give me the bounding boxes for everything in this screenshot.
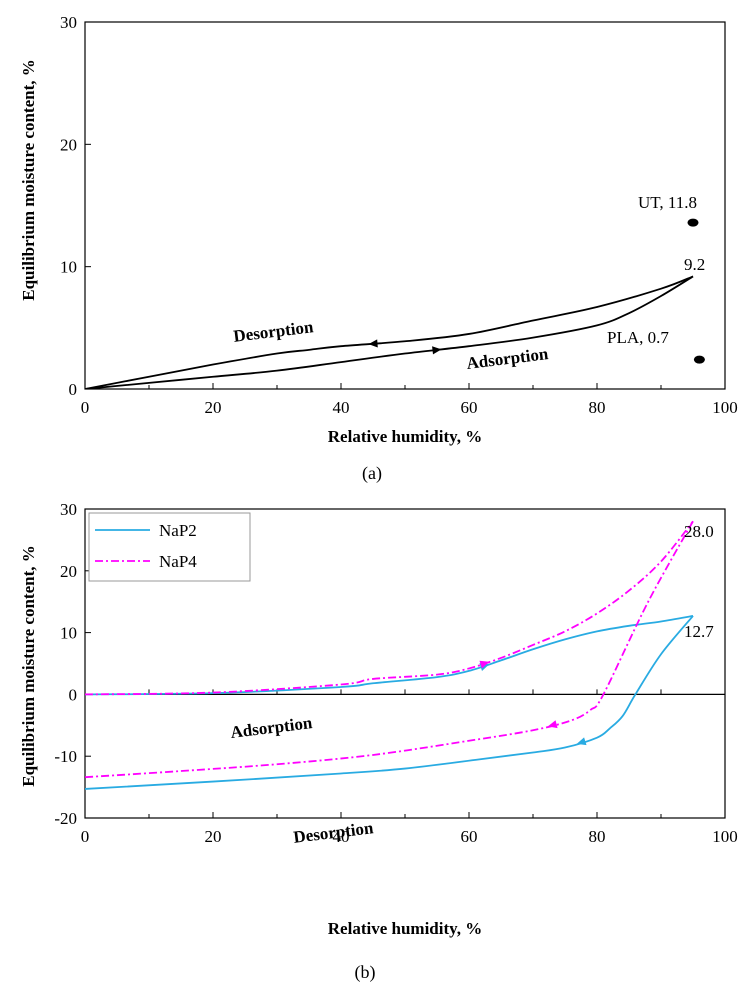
series-line-b-nap4-desorption bbox=[85, 520, 694, 779]
x-axis-label-b: Relative humidity, % bbox=[328, 919, 482, 938]
y-tick-label-b-20: 20 bbox=[60, 562, 77, 581]
caption-a: (a) bbox=[362, 463, 382, 484]
legend-box bbox=[88, 512, 251, 582]
x-tick-label-b-20: 20 bbox=[205, 827, 222, 846]
adsorption-label-b: Adsorption bbox=[229, 713, 313, 742]
y-tick-label-b--20: -20 bbox=[54, 809, 77, 828]
y-axis-ticks-b: -20 -10 0 10 20 30 bbox=[54, 500, 91, 828]
x-axis-label-a: Relative humidity, % bbox=[328, 427, 482, 446]
direction-arrow-b-nap4-adsorption bbox=[479, 660, 490, 669]
x-tick-label-a-20: 20 bbox=[205, 398, 222, 417]
y-tick-label-b-0: 0 bbox=[69, 685, 78, 704]
x-axis-ticks-a: 0 20 40 60 80 100 bbox=[81, 383, 738, 417]
series-line-a-desorption bbox=[85, 275, 694, 389]
series-line-a-adsorption bbox=[85, 275, 694, 389]
y-tick-label-a-10: 10 bbox=[60, 258, 77, 277]
series-line-b-nap2-desorption bbox=[85, 615, 694, 790]
y-tick-label-a-0: 0 bbox=[69, 380, 78, 399]
y-tick-label-b-10: 10 bbox=[60, 624, 77, 643]
direction-arrow-a-adsorption bbox=[432, 346, 442, 355]
marker-ut bbox=[687, 218, 699, 227]
direction-arrow-b-nap2-desorption bbox=[576, 737, 587, 746]
chart-b: 0 20 40 60 80 100 -20 -10 0 10 20 30 NaP2 NaP4 Ads… bbox=[19, 500, 738, 983]
legend-label-nap2: NaP2 bbox=[159, 521, 197, 540]
x-tick-label-b-100: 100 bbox=[712, 827, 738, 846]
direction-arrow-b-nap4-desorption bbox=[547, 720, 558, 729]
x-axis-ticks-b: 0 20 40 60 80 100 bbox=[81, 812, 738, 846]
chart-a: 0 20 40 60 80 100 0 10 20 30 Relative humidity, … bbox=[19, 13, 738, 484]
y-tick-label-b--10: -10 bbox=[54, 747, 77, 766]
x-tick-label-b-80: 80 bbox=[589, 827, 606, 846]
y-tick-label-a-30: 30 bbox=[60, 13, 77, 32]
x-tick-label-b-0: 0 bbox=[81, 827, 90, 846]
series-line-b-nap2-adsorption bbox=[85, 615, 694, 696]
marker-label-pla: PLA, 0.7 bbox=[607, 328, 669, 347]
legend-label-nap4: NaP4 bbox=[159, 552, 197, 571]
caption-b: (b) bbox=[355, 962, 376, 983]
marker-pla bbox=[693, 355, 705, 364]
x-tick-label-b-40: 40 bbox=[333, 827, 350, 846]
x-tick-label-a-0: 0 bbox=[81, 398, 90, 417]
x-tick-label-b-60: 60 bbox=[461, 827, 478, 846]
y-axis-label-a: Equilibrium moisture content, % bbox=[19, 59, 38, 300]
markers-a bbox=[687, 218, 705, 364]
y-axis-label-b: Equilibrium moisture content, % bbox=[19, 545, 38, 786]
y-tick-label-b-30: 30 bbox=[60, 500, 77, 519]
x-tick-label-a-60: 60 bbox=[461, 398, 478, 417]
endpoint-label-a: 9.2 bbox=[684, 255, 705, 274]
endpoint-label-nap2: 12.7 bbox=[684, 622, 714, 641]
desorption-label-a: Desorption bbox=[232, 317, 315, 346]
y-axis-ticks-a: 0 10 20 30 bbox=[60, 13, 91, 399]
x-tick-label-a-80: 80 bbox=[589, 398, 606, 417]
legend-b: NaP2 NaP4 bbox=[88, 512, 251, 582]
series-group-b bbox=[85, 520, 694, 790]
endpoint-label-nap4: 28.0 bbox=[684, 522, 714, 541]
x-tick-label-a-40: 40 bbox=[333, 398, 350, 417]
direction-arrow-a-desorption bbox=[368, 339, 378, 348]
series-group-a bbox=[85, 275, 694, 389]
y-tick-label-a-20: 20 bbox=[60, 135, 77, 154]
x-tick-label-a-100: 100 bbox=[712, 398, 738, 417]
adsorption-label-a: Adsorption bbox=[465, 344, 549, 373]
marker-label-ut: UT, 11.8 bbox=[638, 193, 697, 212]
